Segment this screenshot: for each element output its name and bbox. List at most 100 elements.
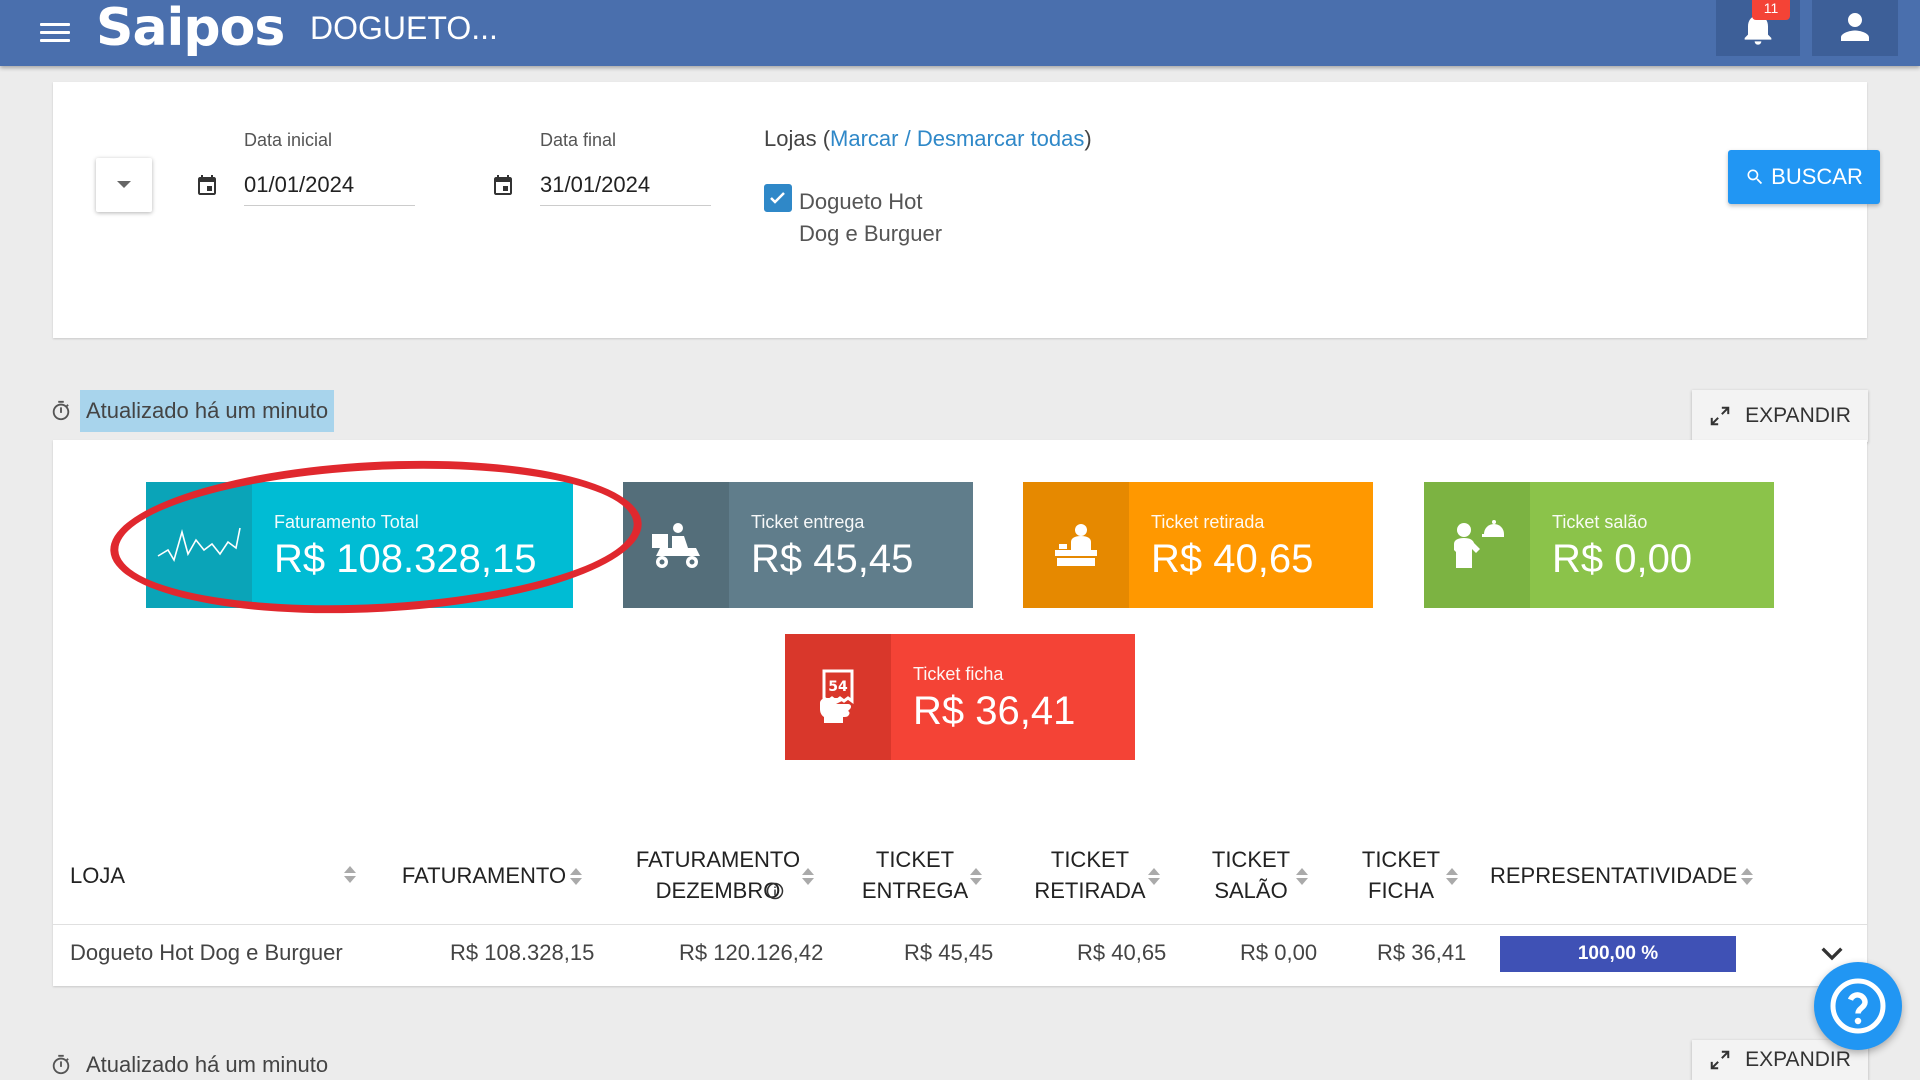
column-header-label: FATURAMENTO DEZEMBRO (635, 847, 801, 903)
cell-faturamento: R$ 108.328,15 (450, 940, 595, 965)
sort-icon[interactable] (344, 866, 356, 884)
kpi-value: R$ 45,45 (751, 537, 914, 581)
column-header-label: FATURAMENTO (401, 863, 567, 888)
menu-icon[interactable] (36, 14, 74, 52)
column-header-loja[interactable]: LOJA (70, 860, 356, 891)
sort-icon[interactable] (970, 868, 982, 886)
bell-icon (1744, 12, 1772, 45)
notification-count-badge: 11 (1752, 0, 1790, 20)
kpi-value: R$ 36,41 (913, 689, 1076, 733)
store-checkbox-label[interactable]: Dogueto Hot Dog e Burguer (799, 189, 943, 246)
expand-button-2[interactable]: EXPANDIR (1692, 1040, 1868, 1080)
start-date-label: Data inicial (244, 130, 333, 150)
pickup-counter-icon (1055, 524, 1097, 566)
kpi-label: Ticket retirada (1151, 512, 1265, 532)
column-header-ticket-retirada[interactable]: TICKET RETIRADA (1020, 844, 1160, 906)
calendar-icon[interactable] (195, 174, 219, 198)
brand-logo[interactable]: Saipos (96, 0, 285, 58)
expand-arrows-icon (1710, 1050, 1730, 1070)
table-divider (53, 924, 1867, 925)
kpi-tile-ticket-salao: Ticket salão R$ 0,00 (1424, 482, 1774, 608)
cell-ticket-ficha: R$ 36,41 (1377, 940, 1467, 965)
search-icon (1747, 169, 1763, 185)
last-updated-status-2: Atualizado há um minuto (50, 1044, 334, 1080)
help-question-icon (1830, 978, 1886, 1034)
stores-label: Lojas (Marcar / Desmarcar todas) (764, 126, 1092, 152)
last-updated-text: Atualizado há um minuto (86, 1052, 329, 1077)
delivery-scooter-icon (652, 523, 700, 568)
expand-button-label: EXPANDIR (1745, 1048, 1851, 1071)
kpi-tile-ticket-ficha: 54 Ticket ficha R$ 36,41 (785, 634, 1135, 760)
start-date-input[interactable]: 01/01/2024 (244, 170, 415, 206)
user-account-button[interactable] (1812, 0, 1898, 56)
top-app-bar: Saipos DOGUETO... 11 (0, 0, 1920, 66)
store-title: DOGUETO... (310, 10, 498, 46)
expand-button[interactable]: EXPANDIR (1692, 390, 1868, 442)
column-header-representatividade[interactable]: REPRESENTATIVIDADE (1490, 860, 1770, 891)
store-checkbox[interactable] (764, 184, 792, 212)
sort-icon[interactable] (1296, 868, 1308, 886)
chevron-down-icon[interactable] (1816, 938, 1848, 970)
cell-faturamento-dezembro: R$ 120.126,42 (679, 940, 824, 965)
column-header-ticket-entrega[interactable]: TICKET ENTREGA (850, 844, 982, 906)
kpi-tile-ticket-retirada: Ticket retirada R$ 40,65 (1023, 482, 1373, 608)
svg-text:54: 54 (828, 679, 848, 695)
stopwatch-icon (52, 1054, 70, 1075)
help-button[interactable] (1814, 962, 1902, 1050)
calendar-icon[interactable] (491, 174, 515, 198)
kpi-value: R$ 0,00 (1552, 537, 1693, 581)
kpi-icon-box: 54 (785, 634, 891, 760)
search-button-label: BUSCAR (1771, 164, 1863, 189)
column-header-label: TICKET SALÃO (1211, 847, 1291, 903)
kpi-icon-box (623, 482, 729, 608)
kpi-icon-box (1023, 482, 1129, 608)
column-header-faturamento-dezembro[interactable]: FATURAMENTO DEZEMBRO (618, 844, 818, 906)
column-header-label: TICKET ENTREGA (861, 847, 969, 903)
end-date-input[interactable]: 31/01/2024 (540, 170, 711, 206)
end-date-label: Data final (540, 130, 617, 150)
stopwatch-icon (52, 400, 70, 421)
stores-label-close: ) (1084, 126, 1092, 151)
expand-arrows-icon (1710, 406, 1730, 426)
column-header-label: TICKET FICHA (1361, 847, 1441, 903)
info-icon[interactable] (766, 882, 784, 900)
check-icon (770, 192, 785, 204)
cell-ticket-entrega: R$ 45,45 (904, 940, 994, 965)
column-header-label: LOJA (70, 863, 126, 888)
order-ticket-icon: 54 (820, 669, 854, 723)
kpi-label: Ticket entrega (751, 512, 865, 532)
cell-ticket-retirada: R$ 40,65 (1077, 940, 1167, 965)
sort-icon[interactable] (1446, 868, 1458, 886)
sort-icon[interactable] (1741, 868, 1754, 886)
user-icon (1841, 13, 1869, 41)
kpi-icon-box (146, 482, 252, 608)
filter-panel (53, 82, 1867, 338)
expand-button-label: EXPANDIR (1745, 404, 1851, 427)
trend-line-icon (157, 527, 241, 562)
sort-icon[interactable] (802, 868, 814, 886)
search-button[interactable]: BUSCAR (1728, 150, 1880, 204)
cell-loja: Dogueto Hot Dog e Burguer (70, 940, 343, 965)
waiter-icon (1454, 520, 1504, 568)
kpi-label: Ticket ficha (913, 664, 1004, 684)
last-updated-text: Atualizado há um minuto (80, 390, 335, 432)
kpi-value: R$ 40,65 (1151, 537, 1314, 581)
column-header-ticket-salao[interactable]: TICKET SALÃO (1196, 844, 1308, 906)
toggle-all-stores-link[interactable]: Marcar / Desmarcar todas (830, 126, 1085, 151)
representatividade-bar: 100,00 % (1500, 936, 1736, 972)
column-header-label: TICKET RETIRADA (1034, 847, 1146, 903)
column-header-ticket-ficha[interactable]: TICKET FICHA (1346, 844, 1458, 906)
period-dropdown[interactable] (96, 158, 152, 212)
stores-label-text: Lojas ( (764, 126, 831, 151)
cell-ticket-salao: R$ 0,00 (1240, 940, 1318, 965)
last-updated-status: Atualizado há um minuto (50, 390, 335, 432)
column-header-label: REPRESENTATIVIDADE (1490, 863, 1738, 888)
kpi-tile-faturamento-total: Faturamento Total R$ 108.328,15 (146, 482, 573, 608)
kpi-icon-box (1424, 482, 1530, 608)
kpi-label: Ticket salão (1552, 512, 1648, 532)
sort-icon[interactable] (570, 868, 583, 886)
column-header-faturamento[interactable]: FATURAMENTO (392, 860, 592, 891)
kpi-label: Faturamento Total (274, 512, 419, 532)
kpi-tile-ticket-entrega: Ticket entrega R$ 45,45 (623, 482, 973, 608)
sort-icon[interactable] (1148, 868, 1160, 886)
